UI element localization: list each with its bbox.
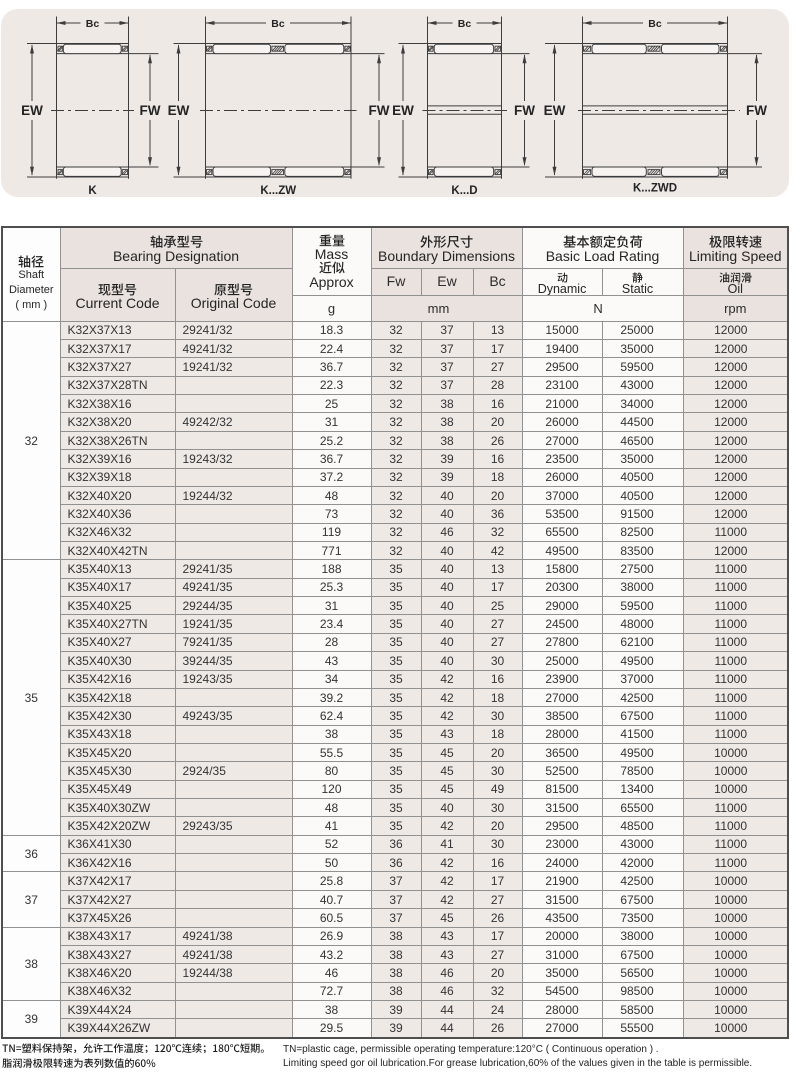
svg-text:K...ZW: K...ZW [260,185,296,197]
svg-text:Bc: Bc [458,18,472,30]
svg-text:FW: FW [369,103,390,118]
svg-text:K...D: K...D [451,185,477,197]
svg-text:FW: FW [746,103,767,118]
svg-text:EW: EW [392,103,414,118]
svg-text:K: K [88,185,97,197]
svg-text:EW: EW [544,103,566,118]
svg-text:EW: EW [168,103,190,118]
svg-text:Bc: Bc [648,18,662,30]
svg-text:FW: FW [514,103,535,118]
svg-text:FW: FW [140,103,161,118]
svg-text:EW: EW [21,103,43,118]
svg-text:Bc: Bc [271,18,285,30]
svg-text:Bc: Bc [86,18,100,30]
svg-text:K...ZWD: K...ZWD [633,183,677,195]
